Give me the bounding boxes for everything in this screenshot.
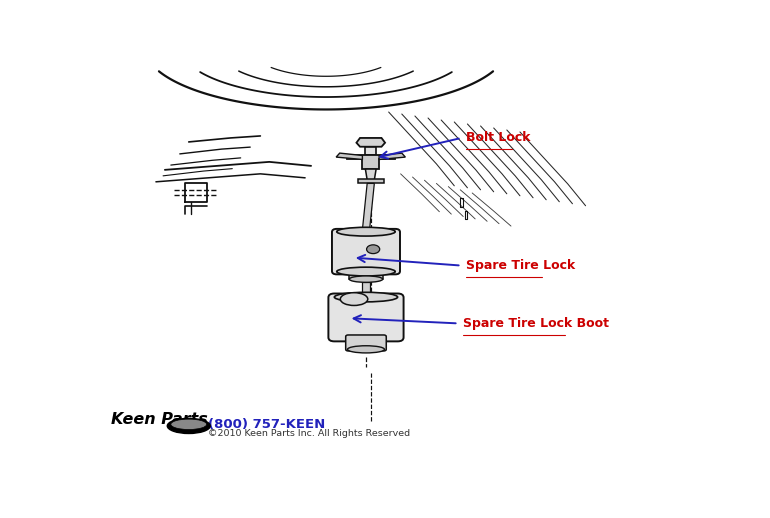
Polygon shape: [357, 179, 384, 183]
Text: Keen Parts: Keen Parts: [111, 412, 208, 427]
Text: (800) 757-KEEN: (800) 757-KEEN: [209, 418, 326, 431]
Ellipse shape: [336, 227, 395, 236]
Ellipse shape: [340, 293, 368, 306]
FancyBboxPatch shape: [328, 294, 403, 341]
Text: Spare Tire Lock: Spare Tire Lock: [467, 259, 575, 272]
Polygon shape: [363, 183, 374, 229]
Circle shape: [367, 245, 380, 254]
Polygon shape: [350, 270, 383, 279]
FancyBboxPatch shape: [346, 335, 387, 351]
Text: Spare Tire Lock Boot: Spare Tire Lock Boot: [464, 317, 609, 330]
Polygon shape: [357, 138, 385, 147]
Ellipse shape: [334, 292, 397, 302]
Text: ©2010 Keen Parts Inc. All Rights Reserved: ©2010 Keen Parts Inc. All Rights Reserve…: [209, 428, 410, 438]
Polygon shape: [363, 282, 370, 296]
Polygon shape: [379, 153, 405, 160]
Polygon shape: [366, 169, 376, 180]
Ellipse shape: [347, 346, 384, 353]
Polygon shape: [366, 147, 376, 155]
FancyBboxPatch shape: [332, 229, 400, 275]
Ellipse shape: [171, 419, 206, 429]
Polygon shape: [346, 155, 394, 169]
Polygon shape: [336, 153, 363, 160]
Ellipse shape: [167, 419, 210, 434]
Text: Bolt Lock: Bolt Lock: [467, 132, 531, 145]
Ellipse shape: [336, 267, 395, 276]
Ellipse shape: [350, 276, 383, 282]
